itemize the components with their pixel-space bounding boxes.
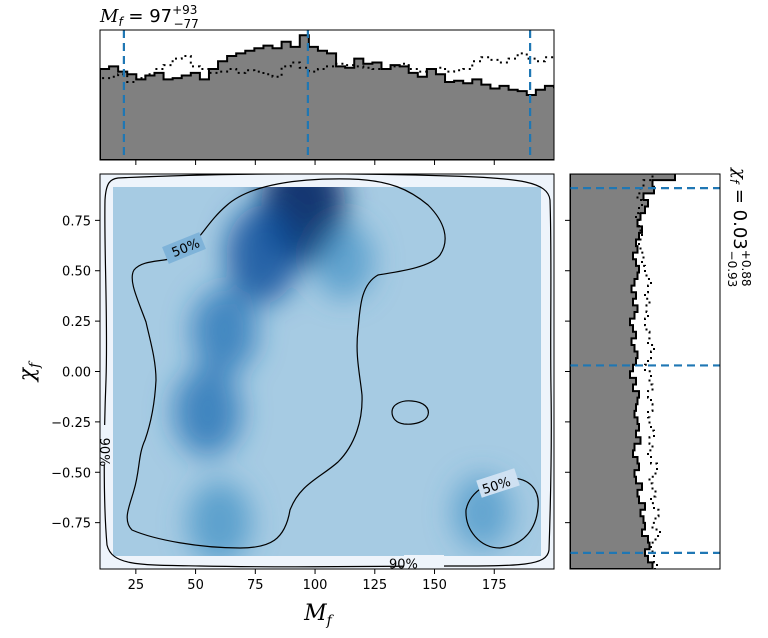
x-tick-label: 150 [422, 578, 447, 593]
y-axis-label: χf [15, 360, 43, 383]
density-layer [173, 174, 512, 565]
y-tick-label: 0.50 [62, 265, 91, 280]
density-peak [452, 475, 512, 550]
density-peak [313, 222, 375, 300]
x-tick-label: 75 [247, 578, 264, 593]
right-quantile-lines [570, 187, 720, 554]
x-tick-label: 175 [482, 578, 507, 593]
contour-50-main [126, 178, 446, 549]
right-marginal-panel: χf = 0.03+0.88−0.93 [565, 166, 753, 570]
density-peak [225, 205, 300, 304]
density-peak [187, 481, 252, 565]
top-quantile-lines [122, 30, 532, 160]
x-tick-label: 50 [187, 578, 204, 593]
contour-label-mask [476, 468, 520, 498]
top-title: Mf = 97+93 −77 [99, 3, 199, 31]
top-frame [99, 29, 555, 161]
contour-label: 90% [96, 438, 111, 467]
right-y-ticks [565, 219, 570, 524]
contour-90-outer [103, 174, 552, 568]
y-tick-label: −0.25 [51, 416, 91, 431]
contour-label-mask [404, 555, 444, 569]
main-x-ticks: 25 50 75 100 125 150 175 [128, 569, 507, 593]
x-tick-label: 100 [303, 578, 328, 593]
top-histogram [100, 34, 554, 160]
y-tick-label: −0.75 [51, 517, 91, 532]
x-tick-label: 25 [128, 578, 145, 593]
contour-label-mask [162, 232, 206, 264]
y-tick-label: 0.25 [62, 315, 91, 330]
right-histogram [570, 174, 676, 569]
top-x-ticks [135, 160, 495, 165]
right-title: χf = 0.03+0.88−0.93 [725, 166, 753, 287]
top-histogram-dotted [100, 52, 554, 160]
main-y-ticks: 0.75 0.50 0.25 0.00 −0.25 −0.50 −0.75 [51, 214, 100, 532]
contour-label: 90% [389, 557, 418, 572]
y-tick-label: 0.75 [62, 214, 91, 229]
x-tick-label: 125 [362, 578, 387, 593]
contour-label-mask [100, 425, 110, 465]
x-axis-label: Mf [303, 601, 335, 629]
y-tick-label: 0.00 [62, 366, 91, 381]
y-tick-label: −0.50 [51, 466, 91, 481]
top-marginal-panel: Mf = 97+93 −77 [99, 3, 555, 165]
density-peak [191, 288, 258, 375]
contour-50-small [391, 400, 429, 425]
density-peak [173, 367, 242, 457]
joint-panel: 50%50%90%90% 25 50 75 100 125 150 175 0.750.50… [15, 173, 555, 629]
